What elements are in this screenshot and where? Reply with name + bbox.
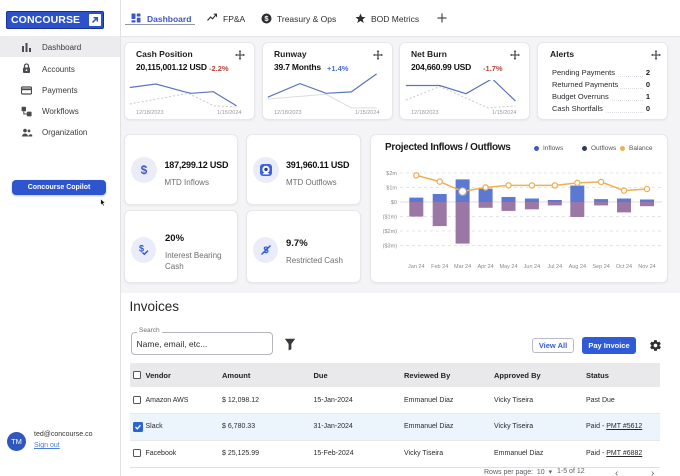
svg-text:($2m): ($2m) — [383, 229, 398, 235]
svg-text:Jun 24: Jun 24 — [524, 264, 541, 270]
svg-text:$2m: $2m — [386, 171, 397, 177]
svg-text:($1m): ($1m) — [383, 215, 398, 221]
svg-text:Nov 24: Nov 24 — [638, 264, 655, 270]
svg-text:Apr 24: Apr 24 — [477, 264, 493, 270]
svg-text:Sep 24: Sep 24 — [592, 264, 609, 270]
svg-text:Aug 24: Aug 24 — [569, 264, 586, 270]
svg-text:May 24: May 24 — [499, 264, 517, 270]
svg-text:$0: $0 — [391, 200, 397, 206]
svg-text:Feb 24: Feb 24 — [431, 264, 448, 270]
svg-text:Jul 24: Jul 24 — [547, 264, 562, 270]
svg-text:Mar 24: Mar 24 — [454, 264, 471, 270]
svg-text:$: $ — [138, 244, 143, 254]
svg-text:($3m): ($3m) — [383, 244, 398, 250]
svg-text:$: $ — [264, 14, 269, 23]
svg-text:Oct 24: Oct 24 — [616, 264, 632, 270]
svg-text:Jan 24: Jan 24 — [408, 264, 425, 270]
svg-text:$1m: $1m — [386, 186, 397, 192]
